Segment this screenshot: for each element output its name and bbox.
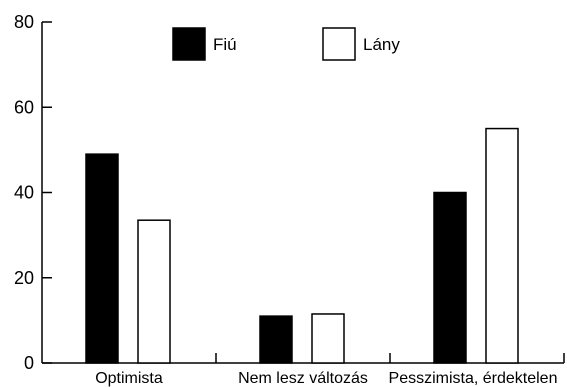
bars: [85, 127, 519, 364]
bar-fiu: [433, 191, 467, 364]
bar-fiu: [259, 315, 293, 364]
bar-lany: [311, 313, 345, 364]
y-tick-label: 20: [14, 268, 34, 288]
bar-lany: [485, 127, 519, 364]
legend-label-fiu: Fiú: [213, 35, 237, 54]
bar-lany: [137, 219, 171, 364]
legend: Fiú Lány: [172, 27, 400, 61]
bar-fiu: [85, 153, 119, 364]
y-axis-ticks: 0 20 40 60 80: [14, 12, 52, 373]
category-labels: Optimista Nem lesz változás Pesszimista, é…: [95, 370, 557, 387]
legend-swatch-fiu: [172, 27, 206, 61]
legend-swatch-lany: [322, 27, 356, 61]
legend-label-lany: Lány: [363, 35, 400, 54]
category-label: Pesszimista, érdektelen: [389, 370, 558, 387]
y-tick-label: 80: [14, 12, 34, 32]
y-tick-label: 40: [14, 183, 34, 203]
y-tick-label: 0: [24, 353, 34, 373]
x-axis-ticks: [215, 353, 565, 363]
y-tick-label: 60: [14, 97, 34, 117]
category-label: Nem lesz változás: [238, 370, 368, 387]
category-label: Optimista: [95, 370, 163, 387]
